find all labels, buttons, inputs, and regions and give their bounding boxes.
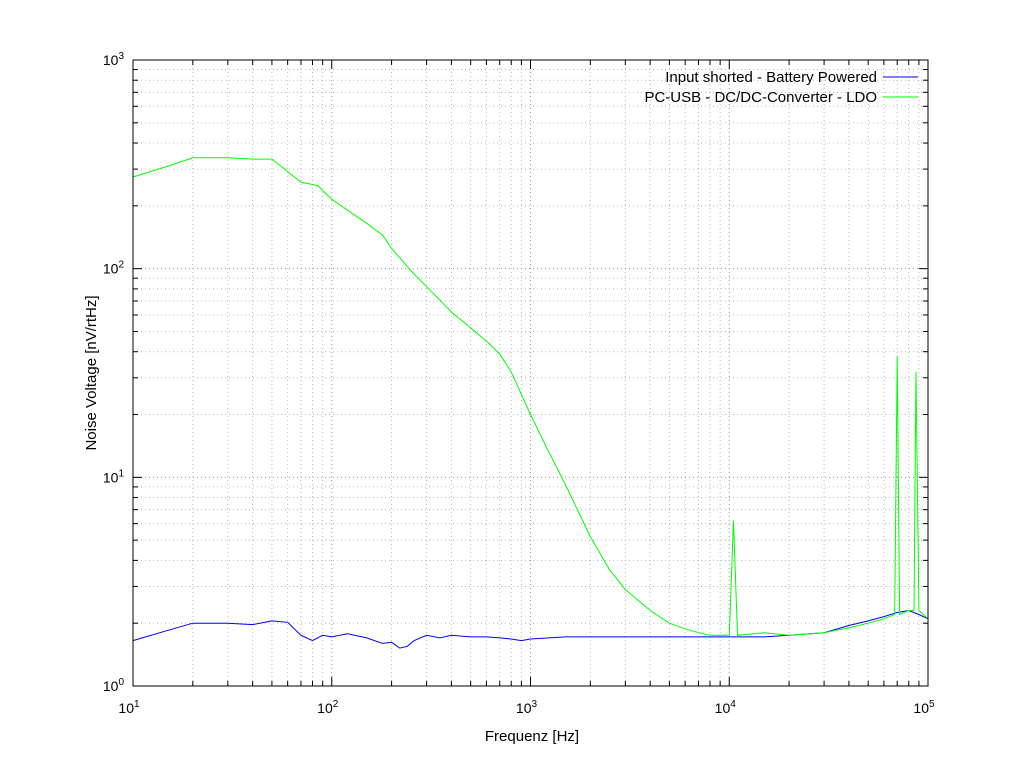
y-axis-label: Noise Voltage [nV/rtHz] <box>83 295 100 450</box>
y-tick-label: 100 <box>103 677 125 694</box>
series-lines <box>132 157 929 649</box>
x-tick-label: 103 <box>516 699 538 716</box>
legend: Input shorted - Battery Powered PC-USB -… <box>644 69 918 106</box>
x-axis-label: Frequenz [Hz] <box>485 728 579 745</box>
x-tick-label: 104 <box>715 699 737 716</box>
legend-label-series-1: Input shorted - Battery Powered <box>665 69 877 86</box>
axis-ticks: 101 102 103 104 105 100 101 102 103 <box>103 51 935 716</box>
legend-label-series-2: PC-USB - DC/DC-Converter - LDO <box>644 89 877 106</box>
x-tick-label: 101 <box>118 699 140 716</box>
y-tick-label: 101 <box>103 468 125 485</box>
x-tick-label: 102 <box>317 699 339 716</box>
x-tick-label: 105 <box>913 699 935 716</box>
y-tick-label: 103 <box>103 51 125 68</box>
grid-lines <box>133 60 928 686</box>
y-tick-label: 102 <box>103 260 125 277</box>
series-line-2 <box>132 157 929 636</box>
